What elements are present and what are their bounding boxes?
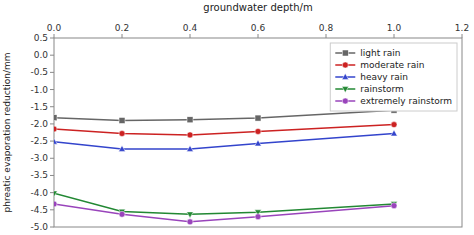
x-tick (54, 34, 55, 38)
x-tick (394, 34, 395, 38)
legend-item: rainstorm (335, 84, 403, 94)
chart: 0.00.20.40.60.81.01.20.50.0-0.5-1.0-1.5-… (0, 0, 474, 235)
point (119, 131, 125, 137)
y-tick (50, 141, 54, 142)
y-tick-label: -2.5 (30, 136, 48, 146)
point (391, 122, 397, 128)
legend-item: extremely rainstorm (335, 96, 452, 106)
point (255, 128, 261, 134)
point (54, 191, 57, 197)
point (119, 145, 126, 151)
y-tick-label: -3.0 (30, 153, 48, 163)
legend-label: extremely rainstorm (360, 96, 452, 106)
legend-swatch-marker (342, 50, 348, 56)
point (391, 203, 397, 209)
y-tick (50, 55, 54, 56)
plot-data (54, 107, 397, 225)
x-tick (122, 34, 123, 38)
legend-swatch-marker (342, 98, 348, 104)
legend-label: moderate rain (360, 60, 424, 70)
point (255, 140, 262, 146)
point (54, 201, 57, 207)
y-tick (50, 227, 54, 228)
legend-swatch-marker (342, 62, 348, 68)
legend-box (330, 43, 457, 111)
x-tick (190, 34, 191, 38)
x-tick-label: 0.4 (183, 23, 198, 33)
legend-swatch-marker (342, 87, 349, 93)
plot-frame (54, 38, 462, 227)
legend-label: light rain (360, 48, 400, 58)
y-tick-label: -4.0 (30, 188, 48, 198)
point (187, 212, 194, 218)
point (187, 145, 194, 151)
y-tick-label: -1.5 (30, 102, 48, 112)
y-tick-label: 0.0 (34, 50, 49, 60)
y-axis-label: phreatic evaporation reduction/mm (2, 53, 12, 213)
point (255, 214, 261, 220)
x-tick-label: 0.6 (251, 23, 266, 33)
y-tick (50, 38, 54, 39)
point (54, 138, 57, 144)
x-tick (258, 34, 259, 38)
legend: light rain moderate rain heavy rain rainsto… (330, 43, 457, 111)
series-line (54, 204, 394, 222)
point (119, 117, 125, 123)
point (187, 117, 193, 123)
x-tick (326, 34, 327, 38)
legend-label: rainstorm (360, 84, 403, 94)
y-tick-label: -1.0 (30, 85, 48, 95)
y-tick-label: -5.0 (30, 222, 48, 232)
point (187, 132, 193, 138)
x-tick (462, 34, 463, 38)
series-line (54, 110, 394, 120)
point (255, 115, 261, 121)
point (119, 211, 125, 217)
x-tick-label: 0.0 (47, 23, 62, 33)
y-tick-label: -3.5 (30, 170, 48, 180)
x-axis-label: groundwater depth/m (203, 2, 312, 13)
legend-swatch-marker (342, 73, 349, 79)
legend-item: heavy rain (335, 72, 408, 82)
y-tick (50, 175, 54, 176)
legend-item: moderate rain (335, 60, 424, 70)
y-tick (50, 158, 54, 159)
y-tick (50, 192, 54, 193)
legend-item: light rain (335, 48, 400, 58)
y-tick (50, 89, 54, 90)
y-tick (50, 123, 54, 124)
y-tick (50, 72, 54, 73)
x-tick-label: 0.2 (115, 23, 129, 33)
series-line (54, 134, 394, 149)
point (391, 130, 398, 136)
y-tick-label: -4.5 (30, 205, 48, 215)
point (54, 126, 57, 132)
series-line (54, 125, 394, 135)
legend-label: heavy rain (360, 72, 408, 82)
y-tick (50, 209, 54, 210)
x-tick-label: 0.8 (319, 23, 334, 33)
y-tick-label: -2.0 (30, 119, 48, 129)
y-tick-label: -0.5 (30, 67, 48, 77)
y-tick-label: 0.5 (34, 33, 48, 43)
x-tick-label: 1.0 (387, 23, 402, 33)
point (54, 115, 57, 121)
point (187, 219, 193, 225)
x-tick-label: 1.2 (455, 23, 469, 33)
y-tick (50, 106, 54, 107)
